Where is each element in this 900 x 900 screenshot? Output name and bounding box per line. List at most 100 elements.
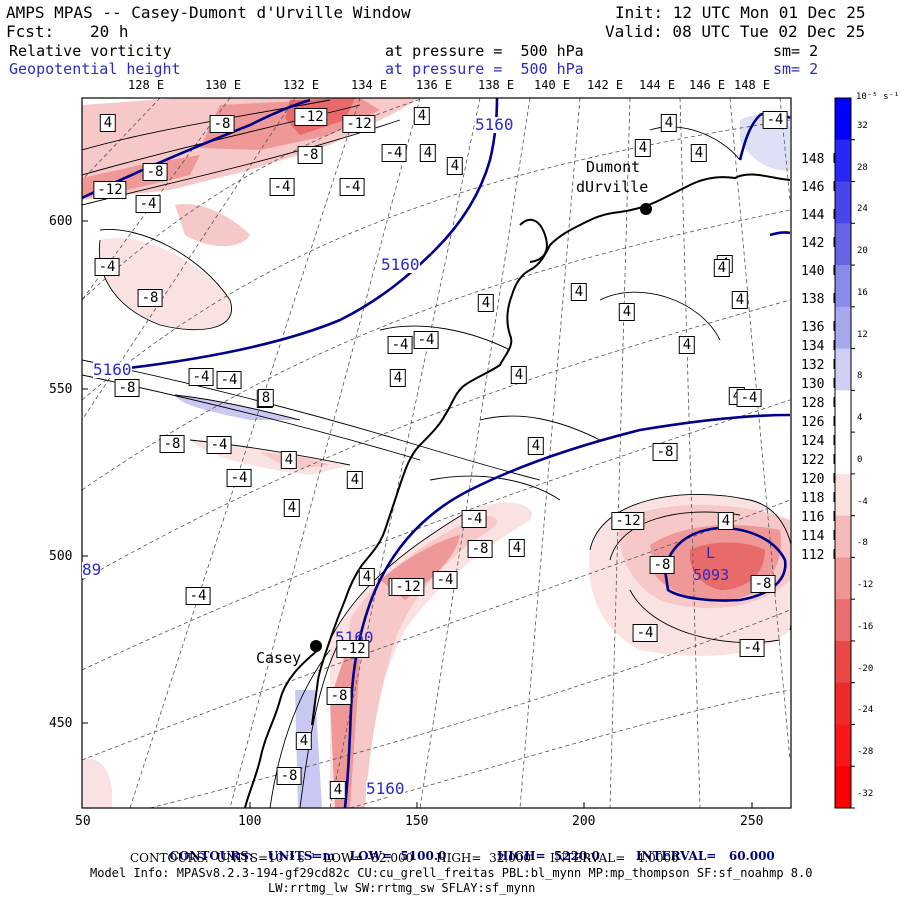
vorticity-box-label: -4 bbox=[762, 111, 788, 129]
vorticity-box-label: -8 bbox=[137, 289, 163, 307]
colorbar-tick-label: 0 bbox=[857, 454, 863, 465]
low-pressure-letter: L bbox=[706, 544, 716, 562]
vorticity-box-label: -8 bbox=[649, 556, 675, 574]
vorticity-box-label: 4 bbox=[510, 366, 528, 384]
vorticity-box-label: 4 bbox=[295, 732, 313, 750]
vorticity-box-label: 8 bbox=[257, 389, 275, 407]
init-time: Init: 12 UTC Mon 01 Dec 25 bbox=[615, 3, 866, 22]
right-lon-label: 130 E bbox=[801, 376, 841, 392]
height-contour-label: 5160 bbox=[93, 360, 132, 379]
plot-frame bbox=[81, 97, 792, 809]
vorticity-box-label: -8 bbox=[652, 443, 678, 461]
x-axis-label: 50 bbox=[75, 814, 91, 829]
right-lon-label: 142 E bbox=[801, 235, 841, 251]
top-lon-label: 142 E bbox=[587, 78, 624, 92]
colorbar-tick-label: 16 bbox=[857, 287, 868, 298]
vorticity-box-label: -8 bbox=[467, 540, 493, 558]
vorticity-box-label: 4 bbox=[618, 303, 636, 321]
vorticity-box-label: 4 bbox=[678, 336, 696, 354]
right-lon-label: 120 E bbox=[801, 471, 841, 487]
vorticity-box-label: -12 bbox=[342, 115, 376, 133]
colorbar-tick-label: -8 bbox=[857, 538, 868, 549]
vorticity-box-label: 4 bbox=[477, 294, 495, 312]
colorbar-tick-label: -12 bbox=[857, 580, 874, 591]
vorticity-box-label: 4 bbox=[660, 114, 678, 132]
colorbar-tick-label: 8 bbox=[857, 371, 863, 382]
vorticity-box-label: 4 bbox=[713, 259, 731, 277]
vorticity-box-label: -8 bbox=[326, 687, 352, 705]
right-lon-label: 144 E bbox=[801, 207, 841, 223]
height-contour-label: 5160 bbox=[366, 779, 405, 798]
low-pressure-value: 5093 bbox=[693, 566, 730, 584]
forecast-label: Fcst: bbox=[6, 22, 55, 41]
colorbar-tick-label: -32 bbox=[857, 789, 874, 799]
x-axis-label: 250 bbox=[740, 814, 764, 829]
colorbar-tick-label: 20 bbox=[857, 246, 868, 257]
vorticity-box-label: -4 bbox=[269, 178, 295, 196]
field1-name: Relative vorticity bbox=[9, 42, 172, 60]
vorticity-box-label: -8 bbox=[114, 379, 140, 397]
x-axis-label: 200 bbox=[572, 814, 596, 829]
vorticity-box-label: 4 bbox=[634, 139, 652, 157]
right-lon-label: 126 E bbox=[801, 414, 841, 430]
valid-time: Valid: 08 UTC Tue 02 Dec 25 bbox=[605, 22, 866, 41]
right-lon-label: 124 E bbox=[801, 433, 841, 449]
right-lon-label: 122 E bbox=[801, 452, 841, 468]
right-lon-label: 136 E bbox=[801, 319, 841, 335]
casey-label: Casey bbox=[256, 649, 302, 667]
top-lon-label: 130 E bbox=[205, 78, 242, 92]
forecast-hours: 20 h bbox=[90, 22, 129, 41]
vorticity-box-label: -8 bbox=[750, 575, 776, 593]
colorbar-tick-label: -4 bbox=[857, 496, 868, 507]
vorticity-box-label: -4 bbox=[432, 571, 458, 589]
top-lon-label: 136 E bbox=[416, 78, 453, 92]
top-lon-label: 134 E bbox=[351, 78, 388, 92]
vorticity-box-label: -12 bbox=[391, 578, 425, 596]
top-lon-label: 146 E bbox=[689, 78, 726, 92]
vorticity-box-label: -4 bbox=[185, 587, 211, 605]
right-lon-label: 132 E bbox=[801, 357, 841, 373]
top-lon-label: 128 E bbox=[128, 78, 165, 92]
top-lon-label: 148 E bbox=[734, 78, 771, 92]
vorticity-box-label: -4 bbox=[736, 389, 762, 407]
vorticity-box-label: 4 bbox=[346, 471, 364, 489]
vorticity-box-label: 4 bbox=[329, 781, 347, 799]
right-lon-label: 116 E bbox=[801, 509, 841, 525]
vorticity-box-label: -4 bbox=[339, 178, 365, 196]
vorticity-box-label: 4 bbox=[99, 114, 117, 132]
colorbar-tick-label: 4 bbox=[857, 413, 863, 424]
vorticity-box-label: -12 bbox=[611, 512, 645, 530]
top-lon-label: 140 E bbox=[534, 78, 571, 92]
coastline bbox=[244, 173, 791, 808]
footer-vorticity-contours: CONTOURS: UNITS=10⁻⁵ s⁻¹ LOW= -32.000 HI… bbox=[130, 851, 679, 865]
vorticity-box-label: 4 bbox=[419, 144, 437, 162]
vorticity-box-label: -4 bbox=[387, 336, 413, 354]
vorticity-box-label: -4 bbox=[381, 144, 407, 162]
vorticity-box-label: 4 bbox=[731, 291, 749, 309]
vorticity-box-label: -4 bbox=[632, 624, 658, 642]
y-axis-label: 450 bbox=[49, 716, 73, 731]
vorticity-box-label: -4 bbox=[206, 436, 232, 454]
footer-units: UNITS=m bbox=[267, 849, 336, 863]
colorbar-unit-label: 10⁻⁵ s⁻¹ bbox=[856, 92, 900, 102]
footer-model-info: Model Info: MPASv8.2.3-194-gf29cd82c CU:… bbox=[90, 866, 813, 880]
footer-height-contours: CONTOURS: UNITS=m LOW= 5100.0 HIGH= 5220… bbox=[155, 838, 774, 863]
vorticity-box-label: -8 bbox=[142, 163, 168, 181]
axis-ticks bbox=[81, 220, 753, 808]
height-contour-label: 89 bbox=[82, 560, 102, 579]
right-lon-label: 148 E bbox=[801, 152, 841, 167]
y-axis-label: 550 bbox=[49, 382, 73, 397]
right-lon-label: 128 E bbox=[801, 395, 841, 411]
vorticity-box-label: -4 bbox=[216, 371, 242, 389]
vorticity-box-label: 4 bbox=[358, 568, 376, 586]
top-lon-label: 144 E bbox=[639, 78, 676, 92]
vorticity-box-label: 4 bbox=[508, 539, 526, 557]
vorticity-box-label: -4 bbox=[188, 368, 214, 386]
vorticity-box-label: -12 bbox=[294, 108, 328, 126]
footer-contours-label: CONTOURS: bbox=[169, 849, 254, 863]
map-title: AMPS MPAS -- Casey-Dumont d'Urville Wind… bbox=[6, 3, 411, 22]
vorticity-box-label: -4 bbox=[461, 510, 487, 528]
vorticity-box-label: 4 bbox=[389, 369, 407, 387]
dumont-label-line2: dUrville bbox=[576, 178, 649, 196]
